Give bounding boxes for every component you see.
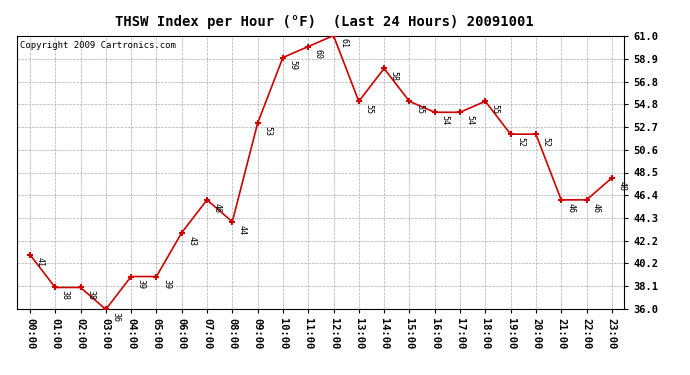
Text: 61: 61 xyxy=(339,38,348,48)
Text: 46: 46 xyxy=(592,202,601,213)
Text: 46: 46 xyxy=(566,202,575,213)
Text: 54: 54 xyxy=(440,115,449,125)
Text: 55: 55 xyxy=(364,104,373,114)
Text: 48: 48 xyxy=(618,181,627,191)
Text: THSW Index per Hour (°F)  (Last 24 Hours) 20091001: THSW Index per Hour (°F) (Last 24 Hours)… xyxy=(115,15,533,29)
Text: 52: 52 xyxy=(516,137,525,147)
Text: 53: 53 xyxy=(263,126,272,136)
Text: 38: 38 xyxy=(86,290,95,300)
Text: 46: 46 xyxy=(213,202,221,213)
Text: 54: 54 xyxy=(466,115,475,125)
Text: 36: 36 xyxy=(111,312,120,322)
Text: 55: 55 xyxy=(491,104,500,114)
Text: 38: 38 xyxy=(61,290,70,300)
Text: 52: 52 xyxy=(542,137,551,147)
Text: 43: 43 xyxy=(187,236,196,246)
Text: 39: 39 xyxy=(137,279,146,289)
Text: 44: 44 xyxy=(238,225,247,234)
Text: 60: 60 xyxy=(314,50,323,59)
Text: 39: 39 xyxy=(162,279,171,289)
Text: 41: 41 xyxy=(35,257,44,267)
Text: Copyright 2009 Cartronics.com: Copyright 2009 Cartronics.com xyxy=(20,41,176,50)
Text: 58: 58 xyxy=(390,71,399,81)
Text: 59: 59 xyxy=(288,60,297,70)
Text: 55: 55 xyxy=(415,104,424,114)
